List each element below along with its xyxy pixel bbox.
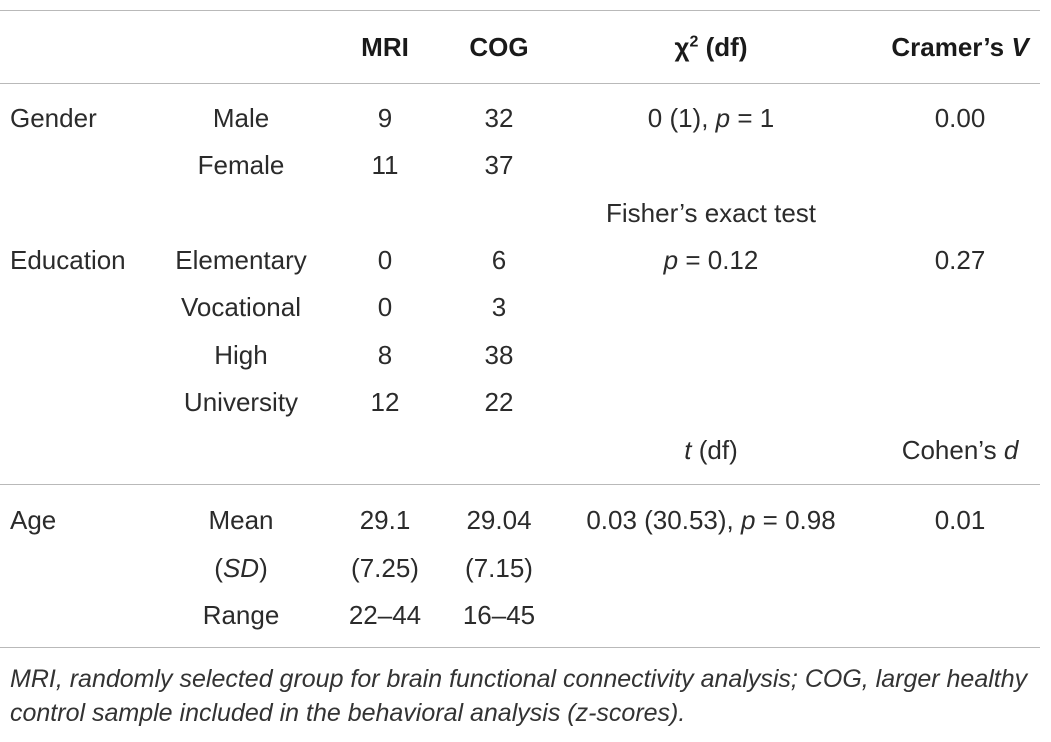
age-effect: 0.01 (934, 505, 986, 535)
t-symbol: t (684, 435, 692, 465)
gender-stat: 0 (1), p = 1 (648, 102, 774, 134)
header-cramers-v: Cramer’s V (891, 31, 1028, 63)
gender-female-mri: 11 (371, 150, 399, 180)
chi-superscript: 2 (689, 33, 699, 51)
cramer-v: V (1011, 32, 1029, 62)
subheader-cohens-d: Cohen’s d (902, 434, 1019, 466)
education-stat-p: p (663, 245, 679, 275)
sd-open: ( (214, 553, 223, 583)
gender-effect: 0.00 (934, 103, 986, 133)
education-elementary-mri: 0 (377, 245, 393, 275)
education-university-label: University (183, 387, 299, 417)
age-mean-label: Mean (208, 505, 274, 535)
gender-male-label: Male (212, 103, 270, 133)
age-rule (0, 484, 1040, 485)
education-vocational-mri: 0 (377, 292, 393, 322)
age-stat-suffix: = 0.98 (755, 505, 836, 535)
education-elementary-label: Elementary (175, 245, 307, 275)
education-vocational-cog: 3 (491, 292, 507, 322)
t-df: (df) (691, 435, 738, 465)
age-sd-label: (SD) (214, 552, 267, 584)
header-rule (0, 83, 1040, 84)
bottom-rule (0, 647, 1040, 648)
chi-df: (df) (698, 32, 748, 62)
age-mean-mri: 29.1 (359, 505, 411, 535)
education-high-cog: 38 (484, 340, 514, 370)
education-stat-suffix: = 0.12 (678, 245, 759, 275)
age-stat: 0.03 (30.53), p = 0.98 (586, 504, 835, 536)
gender-male-mri: 9 (377, 103, 393, 133)
education-test-name: Fisher’s exact test (605, 198, 817, 228)
cohen-d: d (1003, 435, 1019, 465)
gender-label: Gender (10, 103, 97, 133)
education-high-label: High (214, 340, 268, 370)
header-chi-square: χ2 (df) (675, 31, 748, 63)
age-range-cog: 16–45 (462, 600, 536, 630)
education-high-mri: 8 (377, 340, 393, 370)
age-sd-mri: (7.25) (351, 553, 419, 583)
education-effect: 0.27 (934, 245, 986, 275)
gender-stat-suffix: = 1 (730, 103, 775, 133)
age-mean-cog: 29.04 (466, 505, 532, 535)
education-label: Education (10, 245, 126, 275)
education-university-mri: 12 (370, 387, 400, 417)
sd-text: SD (222, 553, 260, 583)
gender-male-cog: 32 (484, 103, 514, 133)
sd-close: ) (259, 553, 268, 583)
subheader-t-df: t (df) (684, 434, 737, 466)
table-footnote: MRI, randomly selected group for brain f… (10, 665, 1028, 727)
top-rule (0, 10, 1040, 11)
age-range-label: Range (202, 600, 280, 630)
gender-female-cog: 37 (484, 150, 514, 180)
header-cog: COG (469, 32, 529, 62)
age-range-mri: 22–44 (348, 600, 422, 630)
education-stat: p = 0.12 (664, 244, 759, 276)
age-sd-cog: (7.15) (465, 553, 533, 583)
gender-female-label: Female (197, 150, 285, 180)
age-stat-p: p (740, 505, 756, 535)
education-elementary-cog: 6 (491, 245, 507, 275)
gender-stat-p: p (715, 103, 731, 133)
education-vocational-label: Vocational (181, 292, 301, 322)
age-label: Age (10, 505, 57, 535)
cohen-text: Cohen’s (901, 435, 1004, 465)
cramer-text: Cramer’s (891, 32, 1012, 62)
age-stat-prefix: 0.03 (30.53), (586, 505, 741, 535)
chi-symbol: χ (674, 32, 690, 62)
header-mri: MRI (361, 32, 409, 62)
education-university-cog: 22 (484, 387, 514, 417)
gender-stat-prefix: 0 (1), (647, 103, 716, 133)
